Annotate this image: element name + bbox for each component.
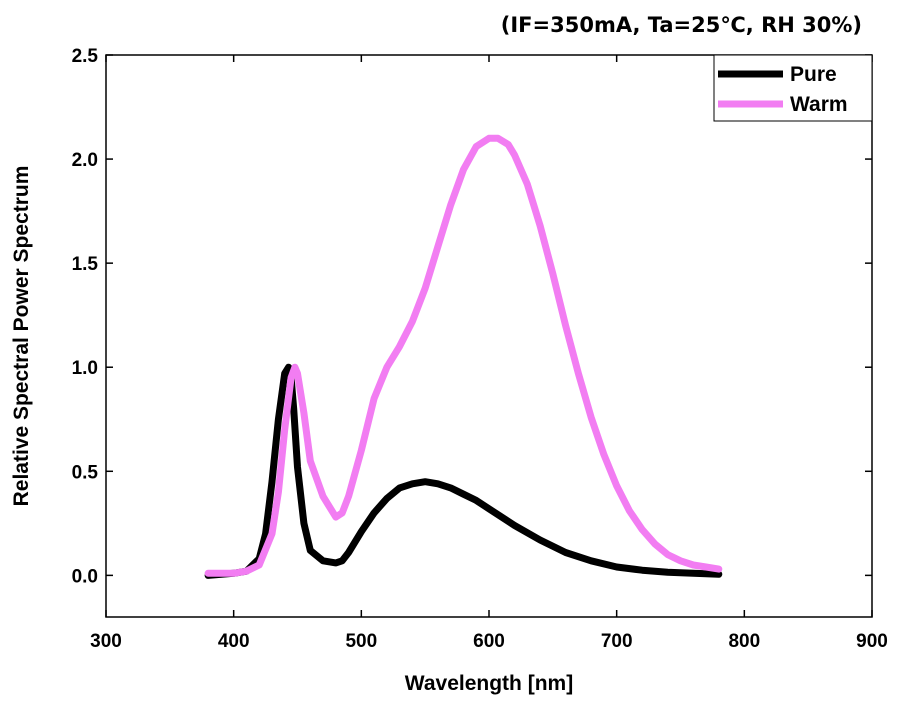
x-tick-label: 400 [218,631,250,652]
legend: Pure Warm [713,54,873,122]
y-tick-label: 2.0 [72,150,98,171]
x-tick-label: 300 [90,631,122,652]
y-axis-label: Relative Spectral Power Spectrum [10,166,33,507]
y-tick-label: 2.5 [72,46,99,67]
y-tick-label: 1.0 [72,358,98,379]
y-axis: 0.0 0.5 1.0 1.5 2.0 2.5 [72,46,872,587]
series-line-warm [204,134,723,577]
x-tick-label: 800 [728,631,760,652]
x-axis: 300 400 500 600 700 800 900 [90,55,888,652]
y-tick-label: 0.0 [72,566,98,587]
y-tick-label: 1.5 [72,254,99,275]
x-axis-label: Wavelength [nm] [405,672,573,695]
x-tick-label: 500 [345,631,377,652]
x-tick-label: 700 [601,631,633,652]
series-line-pure [204,363,723,579]
x-tick-label: 900 [856,631,888,652]
legend-label-pure: Pure [790,63,837,86]
legend-box [713,54,873,122]
x-tick-label: 600 [473,631,505,652]
series-layer [204,134,723,579]
legend-label-warm: Warm [790,93,848,116]
y-tick-label: 0.5 [72,462,99,483]
chart-subtitle: (IF=350mA, Ta=25℃, RH 30%) [501,13,862,37]
